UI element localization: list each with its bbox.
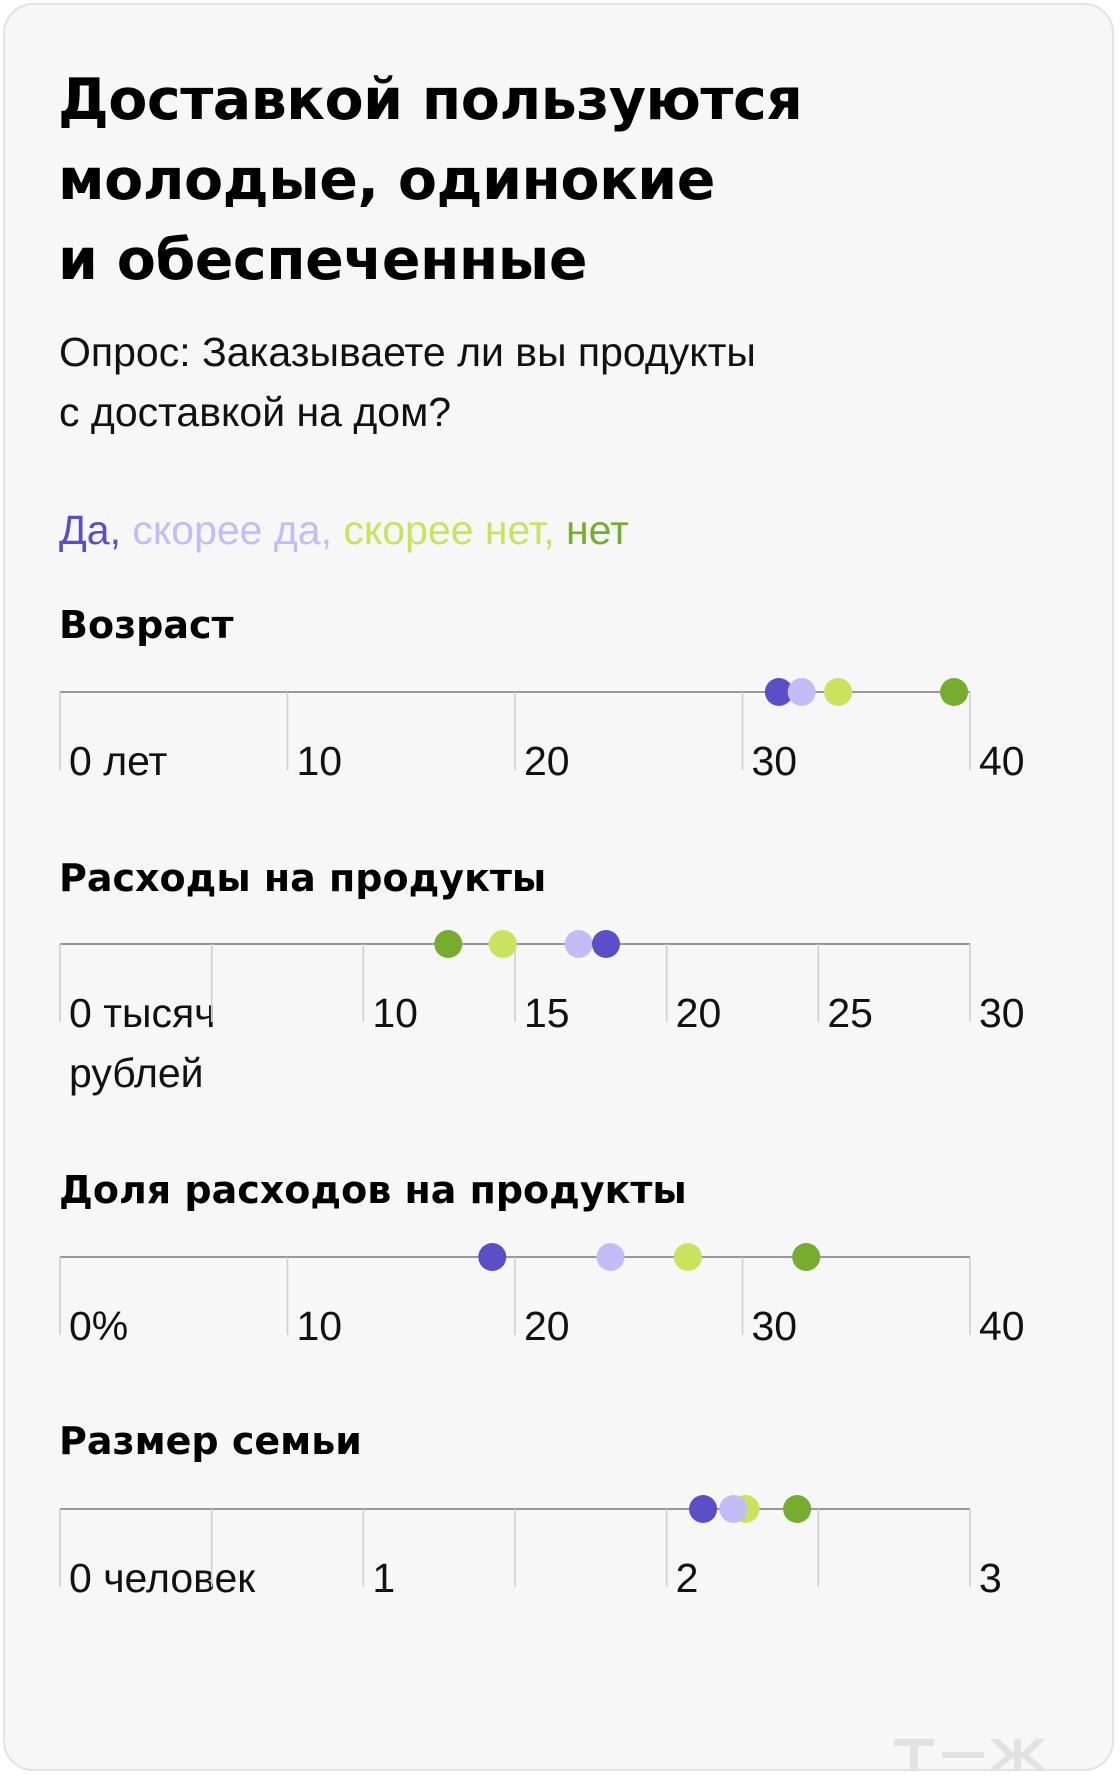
data-point — [783, 1495, 812, 1523]
chart-card — [3, 3, 1114, 1771]
title-line: Доставкой пользуются — [58, 67, 803, 133]
legend: Да, скорее да, скорее нет, нет — [59, 502, 629, 558]
tick-label: 20 — [676, 990, 722, 1036]
legend-item-yes: Да, — [59, 507, 121, 553]
dot-chart-panel: 0 тысяч рублей 10 15 20 25 30 — [59, 930, 1025, 1096]
tick-label: 20 — [524, 738, 570, 784]
chart-subtitle: Опрос: Заказываете ли вы продукты с дост… — [59, 322, 959, 442]
legend-item-no: нет — [566, 507, 629, 553]
subtitle-line: с доставкой на дом? — [59, 389, 452, 435]
tick-label: 1 — [372, 1555, 395, 1601]
tick-label: 25 — [827, 990, 873, 1036]
tick-label: 40 — [979, 738, 1025, 784]
dot-chart-panel: 0 лет 10 20 30 40 — [59, 678, 1025, 784]
dot-chart-panel: 0 человек 1 2 3 — [59, 1495, 1002, 1601]
tick-label: 20 — [524, 1303, 570, 1349]
panel-title-food-share: Доля расходов на продукты — [59, 1168, 687, 1212]
tick-label: 0% — [69, 1303, 128, 1349]
data-point — [940, 678, 969, 706]
tick-label: 40 — [979, 1303, 1025, 1349]
panel-title-family-size: Размер семьи — [59, 1419, 362, 1463]
tick-label: 10 — [297, 1303, 343, 1349]
legend-item-rather-no: скорее нет, — [343, 507, 555, 553]
title-line: и обеспеченные — [58, 227, 588, 293]
tick-label: 2 — [676, 1555, 699, 1601]
tick-label: 0 тысяч — [69, 990, 216, 1036]
tick-label: 30 — [979, 990, 1025, 1036]
data-point — [592, 930, 620, 958]
tick-label: 10 — [372, 990, 418, 1036]
data-point — [673, 1243, 702, 1271]
tick-label: 30 — [752, 1303, 798, 1349]
legend-item-rather-yes: скорее да, — [132, 507, 332, 553]
data-point — [564, 930, 593, 958]
data-point — [488, 930, 517, 958]
tick-label: рублей — [69, 1050, 204, 1096]
data-point — [478, 1243, 507, 1271]
panel-title-age: Возраст — [59, 603, 234, 647]
tick-label: 0 человек — [69, 1555, 256, 1601]
tick-label: 0 лет — [69, 738, 168, 784]
tick-label: 3 — [979, 1555, 1002, 1601]
panel-title-food-spending: Расходы на продукты — [59, 856, 547, 900]
tick-label: 10 — [297, 738, 343, 784]
data-point — [689, 1495, 718, 1523]
chart-title: Доставкой пользуются молодые, одинокие и… — [58, 60, 958, 300]
data-point — [764, 678, 793, 706]
title-line: молодые, одинокие — [58, 147, 715, 213]
data-point — [434, 930, 463, 958]
tzh-logo — [894, 1739, 1045, 1769]
dot-chart-panel: 0% 10 20 30 40 — [59, 1243, 1025, 1349]
subtitle-line: Опрос: Заказываете ли вы продукты — [59, 329, 756, 375]
data-point — [792, 1243, 821, 1271]
data-point — [824, 678, 853, 706]
data-point — [596, 1243, 625, 1271]
data-point — [787, 678, 816, 706]
data-point — [719, 1495, 748, 1523]
tick-label: 30 — [752, 738, 798, 784]
tick-label: 15 — [524, 990, 570, 1036]
